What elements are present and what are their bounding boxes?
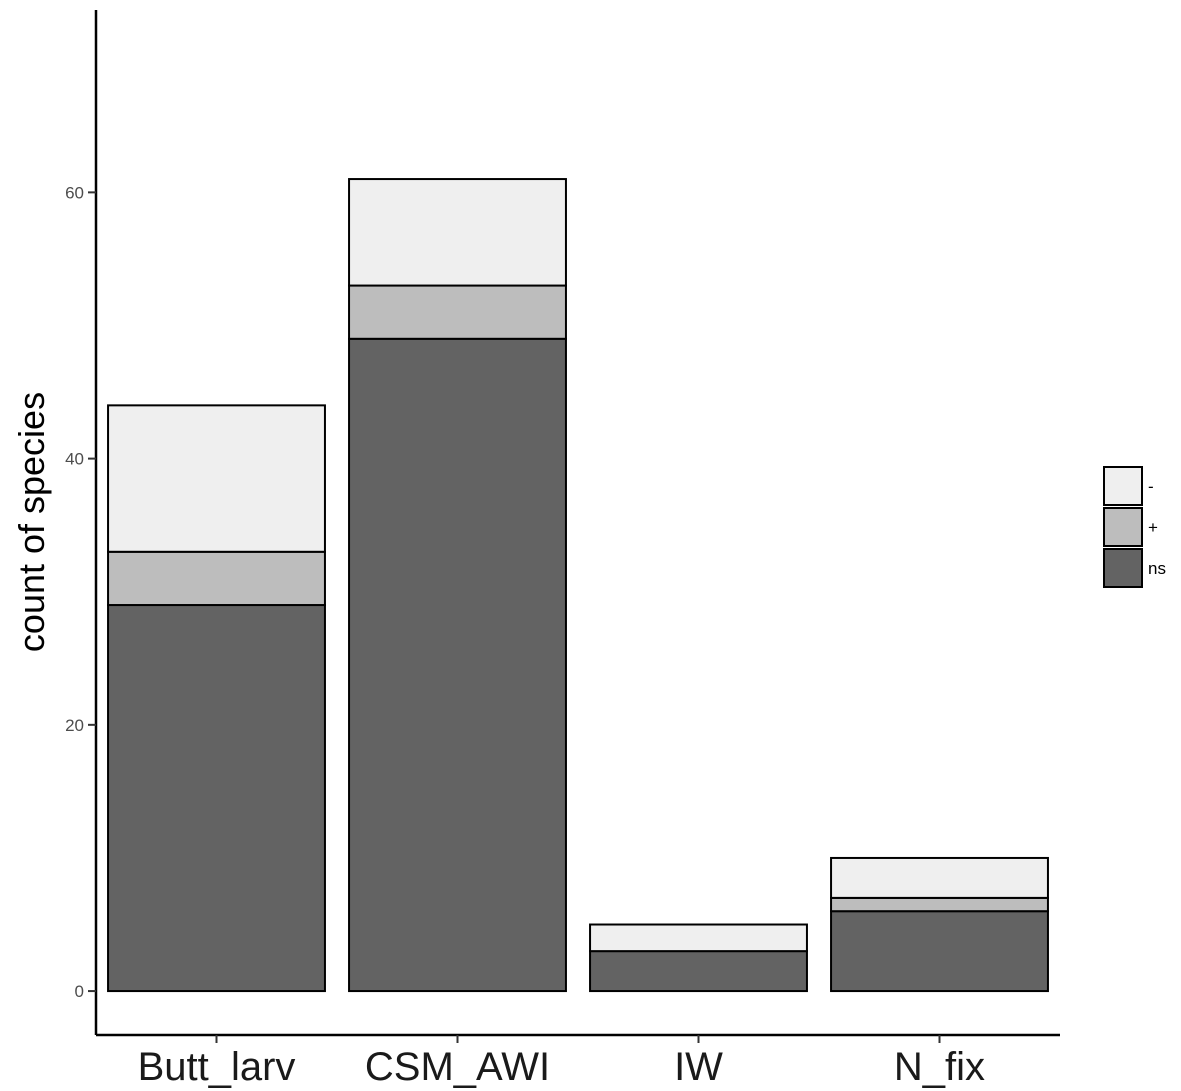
legend-key-plus [1103,507,1143,547]
bar-segment-Butt_larv-minus [107,404,326,553]
y-axis-title: count of species [11,392,52,652]
bar-segment-CSM_AWI-ns [348,337,567,993]
bar-segment-Butt_larv-plus [107,550,326,607]
x-tick-label: IW [674,1045,723,1089]
x-tick-label: N_fix [894,1045,985,1089]
legend-label: + [1148,518,1158,537]
y-ticks-layer: 0 20 40 60 [65,183,96,1001]
y-tick-label: 20 [65,716,84,735]
bar-segment-N_fix-minus [830,856,1049,899]
legend-key-minus [1103,466,1143,506]
axes-layer [94,10,1060,1037]
x-tick-label: CSM_AWI [365,1045,550,1089]
y-tick-label: 40 [65,450,84,469]
legend-key-ns [1103,548,1143,588]
legend-label: - [1148,477,1154,496]
bar-segment-N_fix-plus [830,896,1049,913]
x-tick-label: Butt_larv [138,1045,296,1089]
legend-label: ns [1148,559,1166,578]
bar-segment-N_fix-ns [830,910,1049,993]
bar-segment-CSM_AWI-minus [348,178,567,287]
bar-segment-IW-minus [589,923,808,953]
y-tick-label: 0 [75,982,84,1001]
x-ticks-layer: Butt_larv CSM_AWI IW N_fix [138,1035,985,1089]
bars-layer [107,178,1049,993]
legend: - + ns [1103,466,1166,588]
bar-segment-IW-ns [589,950,808,993]
y-tick-label: 60 [65,183,84,202]
bar-segment-Butt_larv-ns [107,604,326,993]
bar-segment-CSM_AWI-plus [348,284,567,340]
